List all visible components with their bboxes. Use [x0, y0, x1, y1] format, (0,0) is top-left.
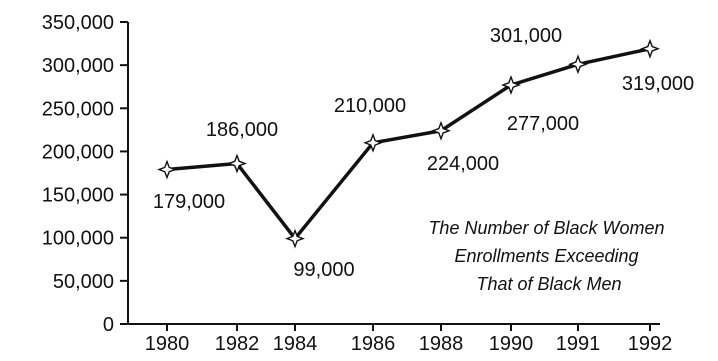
data-label: 179,000 [153, 191, 225, 213]
axes [120, 21, 660, 331]
x-tick-label: 1988 [419, 333, 464, 355]
y-tick-label: 100,000 [42, 228, 114, 250]
data-labels: 179,000 186,000 99,000 210,000 224,000 277,00… [153, 25, 694, 281]
x-tick-label: 1980 [145, 333, 190, 355]
y-tick-label: 50,000 [53, 271, 114, 293]
data-label: 301,000 [490, 25, 562, 47]
x-tick-label: 1992 [628, 333, 673, 355]
annotation-line-2: Enrollments Exceeding [454, 246, 638, 266]
tick-labels: 0 50,000 100,000 150,000 200,000 250,000 300,0… [42, 12, 673, 355]
data-label: 224,000 [427, 153, 499, 175]
data-label: 99,000 [293, 259, 354, 281]
x-tick-label: 1986 [351, 333, 396, 355]
data-label: 319,000 [622, 73, 694, 95]
chart-annotation: The Number of Black Women Enrollments Ex… [428, 218, 669, 294]
y-tick-label: 300,000 [42, 55, 114, 77]
y-tick-label: 350,000 [42, 12, 114, 34]
annotation-line-1: The Number of Black Women [428, 218, 664, 238]
x-tick-label: 1991 [556, 333, 601, 355]
x-tick-label: 1984 [273, 333, 318, 355]
y-tick-label: 0 [103, 314, 114, 336]
data-point-marker [431, 120, 451, 141]
data-point-marker [501, 75, 521, 95]
data-point-marker [640, 38, 660, 59]
y-tick-label: 200,000 [42, 141, 114, 163]
y-tick-label: 250,000 [42, 98, 114, 120]
data-label: 210,000 [334, 95, 406, 117]
data-point-marker [568, 54, 588, 75]
annotation-line-3: That of Black Men [476, 274, 621, 294]
data-label: 277,000 [507, 113, 579, 135]
data-series [157, 38, 660, 249]
y-tick-label: 150,000 [42, 185, 114, 207]
data-point-marker [157, 159, 177, 180]
x-tick-label: 1982 [215, 333, 260, 355]
data-point-marker [285, 228, 305, 249]
data-label: 186,000 [206, 119, 278, 141]
data-point-marker [363, 132, 383, 153]
data-point-marker [227, 153, 247, 174]
x-tick-label: 1990 [489, 333, 534, 355]
series-line [166, 47, 651, 241]
